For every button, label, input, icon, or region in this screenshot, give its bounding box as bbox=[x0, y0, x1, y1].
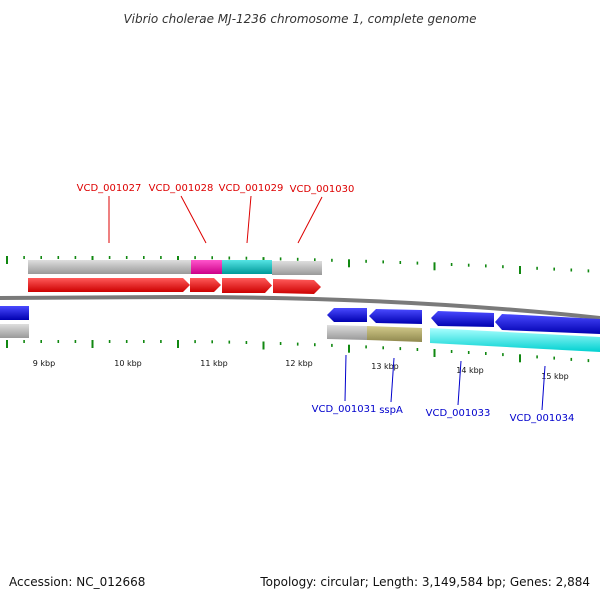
cds-arrow bbox=[222, 278, 272, 293]
chromosome-backbone bbox=[0, 294, 600, 320]
genome-summary-text: Topology: circular; Length: 3,149,584 bp… bbox=[259, 575, 590, 589]
cds-arrow bbox=[495, 314, 600, 334]
gene-label[interactable]: sspA bbox=[379, 405, 403, 416]
gene-type-bar bbox=[28, 260, 191, 274]
callout-line bbox=[180, 195, 207, 244]
callout-line bbox=[344, 354, 347, 402]
callout-line bbox=[541, 365, 546, 411]
gene-type-bar bbox=[430, 328, 600, 352]
reverse-gene-type-track bbox=[0, 324, 600, 352]
cds-arrow bbox=[369, 309, 422, 324]
kbp-scale: 9 kbp 10 kbp 11 kbp 12 kbp 13 kbp 14 kbp… bbox=[33, 359, 569, 381]
cds-arrow bbox=[273, 279, 321, 294]
callout-line bbox=[390, 357, 395, 403]
gene-type-bar bbox=[0, 324, 29, 338]
gene-type-bar bbox=[191, 260, 222, 274]
forward-cds-track bbox=[28, 278, 321, 294]
outer-tick-ring bbox=[6, 256, 590, 274]
gene-label[interactable]: VCD_001029 bbox=[219, 183, 284, 194]
inner-tick-ring bbox=[6, 340, 590, 363]
callout-line bbox=[457, 360, 462, 406]
kbp-label: 13 kbp bbox=[371, 362, 399, 371]
callout-line bbox=[297, 196, 323, 244]
reverse-gene-labels: VCD_001031 sspA VCD_001033 VCD_001034 bbox=[312, 354, 575, 424]
gene-label[interactable]: VCD_001031 bbox=[312, 404, 377, 415]
cds-arrow bbox=[190, 278, 221, 292]
gene-label[interactable]: VCD_001034 bbox=[510, 413, 575, 424]
accession-text: Accession: NC_012668 bbox=[9, 575, 145, 589]
gene-type-bar bbox=[272, 261, 322, 275]
cds-arrow bbox=[431, 311, 494, 327]
callout-line bbox=[246, 195, 252, 244]
gene-label[interactable]: VCD_001030 bbox=[290, 184, 355, 195]
gene-label[interactable]: VCD_001028 bbox=[149, 183, 214, 194]
map-title: Vibrio cholerae MJ-1236 chromosome 1, co… bbox=[123, 12, 476, 26]
reverse-cds-track bbox=[0, 306, 600, 334]
kbp-label: 9 kbp bbox=[33, 359, 55, 368]
cds-arrow bbox=[327, 308, 367, 322]
gene-type-bar bbox=[367, 326, 422, 342]
gene-type-bar bbox=[222, 260, 272, 274]
forward-gene-type-track bbox=[28, 260, 322, 275]
cds-arrow bbox=[0, 306, 29, 320]
kbp-label: 11 kbp bbox=[200, 359, 228, 368]
kbp-label: 15 kbp bbox=[541, 372, 569, 381]
kbp-label: 10 kbp bbox=[114, 359, 142, 368]
kbp-label: 14 kbp bbox=[456, 366, 484, 375]
cds-arrow bbox=[28, 278, 190, 292]
gene-label[interactable]: VCD_001027 bbox=[77, 183, 142, 194]
forward-gene-labels: VCD_001027 VCD_001028 VCD_001029 VCD_001… bbox=[77, 183, 355, 244]
gene-label[interactable]: VCD_001033 bbox=[426, 408, 491, 419]
gene-type-bar bbox=[327, 325, 367, 340]
kbp-label: 12 kbp bbox=[285, 359, 313, 368]
